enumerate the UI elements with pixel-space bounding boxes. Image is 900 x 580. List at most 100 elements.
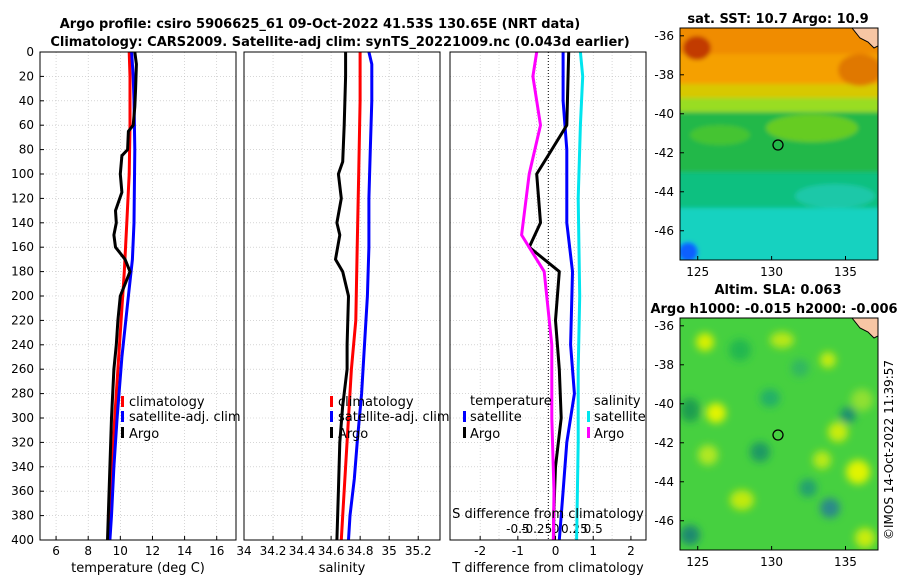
- depth-axis-ticks: 0 20 40 60 80 100 120 140 160 180 200 220 240 260 280 3…: [11, 45, 44, 547]
- x-tick-label: 1: [589, 544, 597, 558]
- sla-high-7: [698, 445, 718, 465]
- x-tick-label: 34.8: [347, 544, 374, 558]
- figure-title-line1: Argo profile: csiro 5906625_61 09-Oct-20…: [60, 17, 581, 32]
- legend-swatch-satellite: [330, 411, 333, 422]
- lat-tick-label: -40: [654, 107, 674, 121]
- t-difference-axis-ticks: -2 -1 0 1 2: [474, 536, 635, 558]
- x-tick-label: 8: [84, 544, 92, 558]
- series-line-satellite-adj-clim: [347, 52, 374, 540]
- depth-tick-label: 0: [26, 45, 34, 59]
- legend-swatch-s-argo: [587, 427, 590, 438]
- depth-tick-label: 200: [11, 289, 34, 303]
- lat-tick-label: -40: [654, 397, 674, 411]
- legend-label-argo: Argo: [129, 427, 159, 442]
- salinity-panel: 34 34.2 34.4 34.6 34.8 35 35.2 salinity climat…: [236, 51, 450, 576]
- x-tick-label: -2: [474, 544, 486, 558]
- x-tick-label: 34.4: [289, 544, 316, 558]
- s-diff-tick-label: 0.25: [561, 522, 588, 536]
- temperature-legend: climatology satellite-adj. clim Argo: [121, 395, 241, 442]
- legend-label-climatology: climatology: [338, 395, 414, 410]
- sst-field: [680, 28, 878, 260]
- sla-map-subtitle: Argo h1000: -0.015 h2000: -0.006: [650, 302, 897, 317]
- sst-band-yellow: [680, 84, 878, 98]
- series-line-climatology: [107, 52, 132, 540]
- sla-low-5: [840, 407, 856, 423]
- sla-map-ticks: 125 130 135 -36 -38 -40 -42 -44 -46: [654, 319, 857, 569]
- sla-field-base: [680, 318, 878, 550]
- legend-swatch-t-satellite: [463, 411, 466, 422]
- temperature-series: [106, 52, 138, 540]
- x-tick-label: 35.2: [405, 544, 432, 558]
- legend-swatch-satellite: [121, 411, 124, 422]
- depth-tick-label: 220: [11, 313, 34, 327]
- figure-title-line2: Climatology: CARS2009. Satellite-adj cli…: [50, 35, 629, 50]
- sla-high-10: [730, 490, 754, 510]
- sla-map-title: Altim. SLA: 0.063: [715, 283, 842, 298]
- depth-tick-label: 300: [11, 411, 34, 425]
- legend-title-temperature: temperature: [470, 394, 552, 409]
- legend-label-s-satellite: satellite: [594, 410, 646, 425]
- salinity-axes-frame: [243, 51, 441, 541]
- x-tick-label: 2: [627, 544, 635, 558]
- depth-tick-label: 400: [11, 533, 34, 547]
- lon-tick-label: 130: [760, 555, 783, 569]
- s-diff-tick-label: -0.5: [506, 522, 529, 536]
- sla-low-9: [680, 525, 700, 545]
- sst-front-patch: [766, 114, 858, 142]
- sla-high-5: [706, 403, 726, 423]
- sla-low-6: [750, 442, 770, 462]
- lon-tick-label: 135: [834, 555, 857, 569]
- sla-low-7: [799, 479, 817, 497]
- temperature-axis-ticks: 6 8 10 12 14 16: [52, 536, 224, 558]
- sla-high-4: [851, 389, 873, 411]
- s-diff-tick-label: 0.5: [584, 522, 603, 536]
- imos-timestamp: ©IMOS 14-Oct-2022 11:39:57: [882, 360, 896, 540]
- sla-high-2: [770, 332, 794, 348]
- lat-tick-label: -46: [654, 514, 674, 528]
- depth-tick-label: 360: [11, 484, 34, 498]
- series-line-salinity-satellite: [575, 52, 585, 540]
- depth-tick-label: 140: [11, 216, 34, 230]
- legend-label-argo: Argo: [338, 427, 368, 442]
- legend-swatch-argo: [330, 427, 333, 438]
- sla-low-4: [680, 398, 700, 422]
- depth-tick-label: 320: [11, 435, 34, 449]
- sst-warm-patch: [838, 54, 878, 86]
- sst-band-lightgreen: [680, 98, 878, 112]
- argo-position-marker: [772, 429, 784, 441]
- x-tick-label: 12: [145, 544, 160, 558]
- temperature-panel: 0 20 40 60 80 100 120 140 160 180 200 220 240 260 280 3…: [11, 45, 241, 576]
- legend-label-climatology: climatology: [129, 395, 205, 410]
- x-tick-label: -1: [512, 544, 524, 558]
- depth-tick-label: 160: [11, 240, 34, 254]
- difference-legend: temperature satellite Argo salinity sate…: [463, 394, 646, 442]
- lat-tick-label: -36: [654, 319, 674, 333]
- lat-tick-label: -46: [654, 224, 674, 238]
- depth-tick-label: 260: [11, 362, 34, 376]
- sla-low-1: [729, 339, 751, 361]
- x-tick-label: 6: [52, 544, 60, 558]
- sst-map-title: sat. SST: 10.7 Argo: 10.9: [687, 12, 868, 27]
- legend-swatch-climatology: [330, 396, 333, 407]
- x-tick-label: 16: [209, 544, 224, 558]
- depth-tick-label: 100: [11, 167, 34, 181]
- sla-high-1: [696, 333, 714, 351]
- sst-cold-spot: [680, 242, 698, 260]
- sst-green-patch: [690, 125, 750, 145]
- difference-series: [520, 52, 585, 540]
- x-tick-label: 34.6: [318, 544, 345, 558]
- temperature-axes-frame: [39, 51, 237, 541]
- sst-map-image: [680, 28, 878, 260]
- legend-swatch-t-argo: [463, 427, 466, 438]
- difference-axes-frame: [449, 51, 647, 541]
- depth-tick-label: 40: [19, 94, 34, 108]
- s-diff-tick-label: -0.25: [521, 522, 552, 536]
- sla-map-panel: Altim. SLA: 0.063 Argo h1000: -0.015 h20…: [650, 283, 897, 569]
- argo-position-marker: [772, 139, 784, 151]
- legend-label-t-argo: Argo: [470, 427, 500, 442]
- sst-map-ticks: 125 130 135 -36 -38 -40 -42 -44 -46: [654, 29, 857, 279]
- t-difference-xlabel: T difference from climatology: [451, 561, 644, 576]
- depth-tick-label: 20: [19, 69, 34, 83]
- lat-tick-label: -42: [654, 146, 674, 160]
